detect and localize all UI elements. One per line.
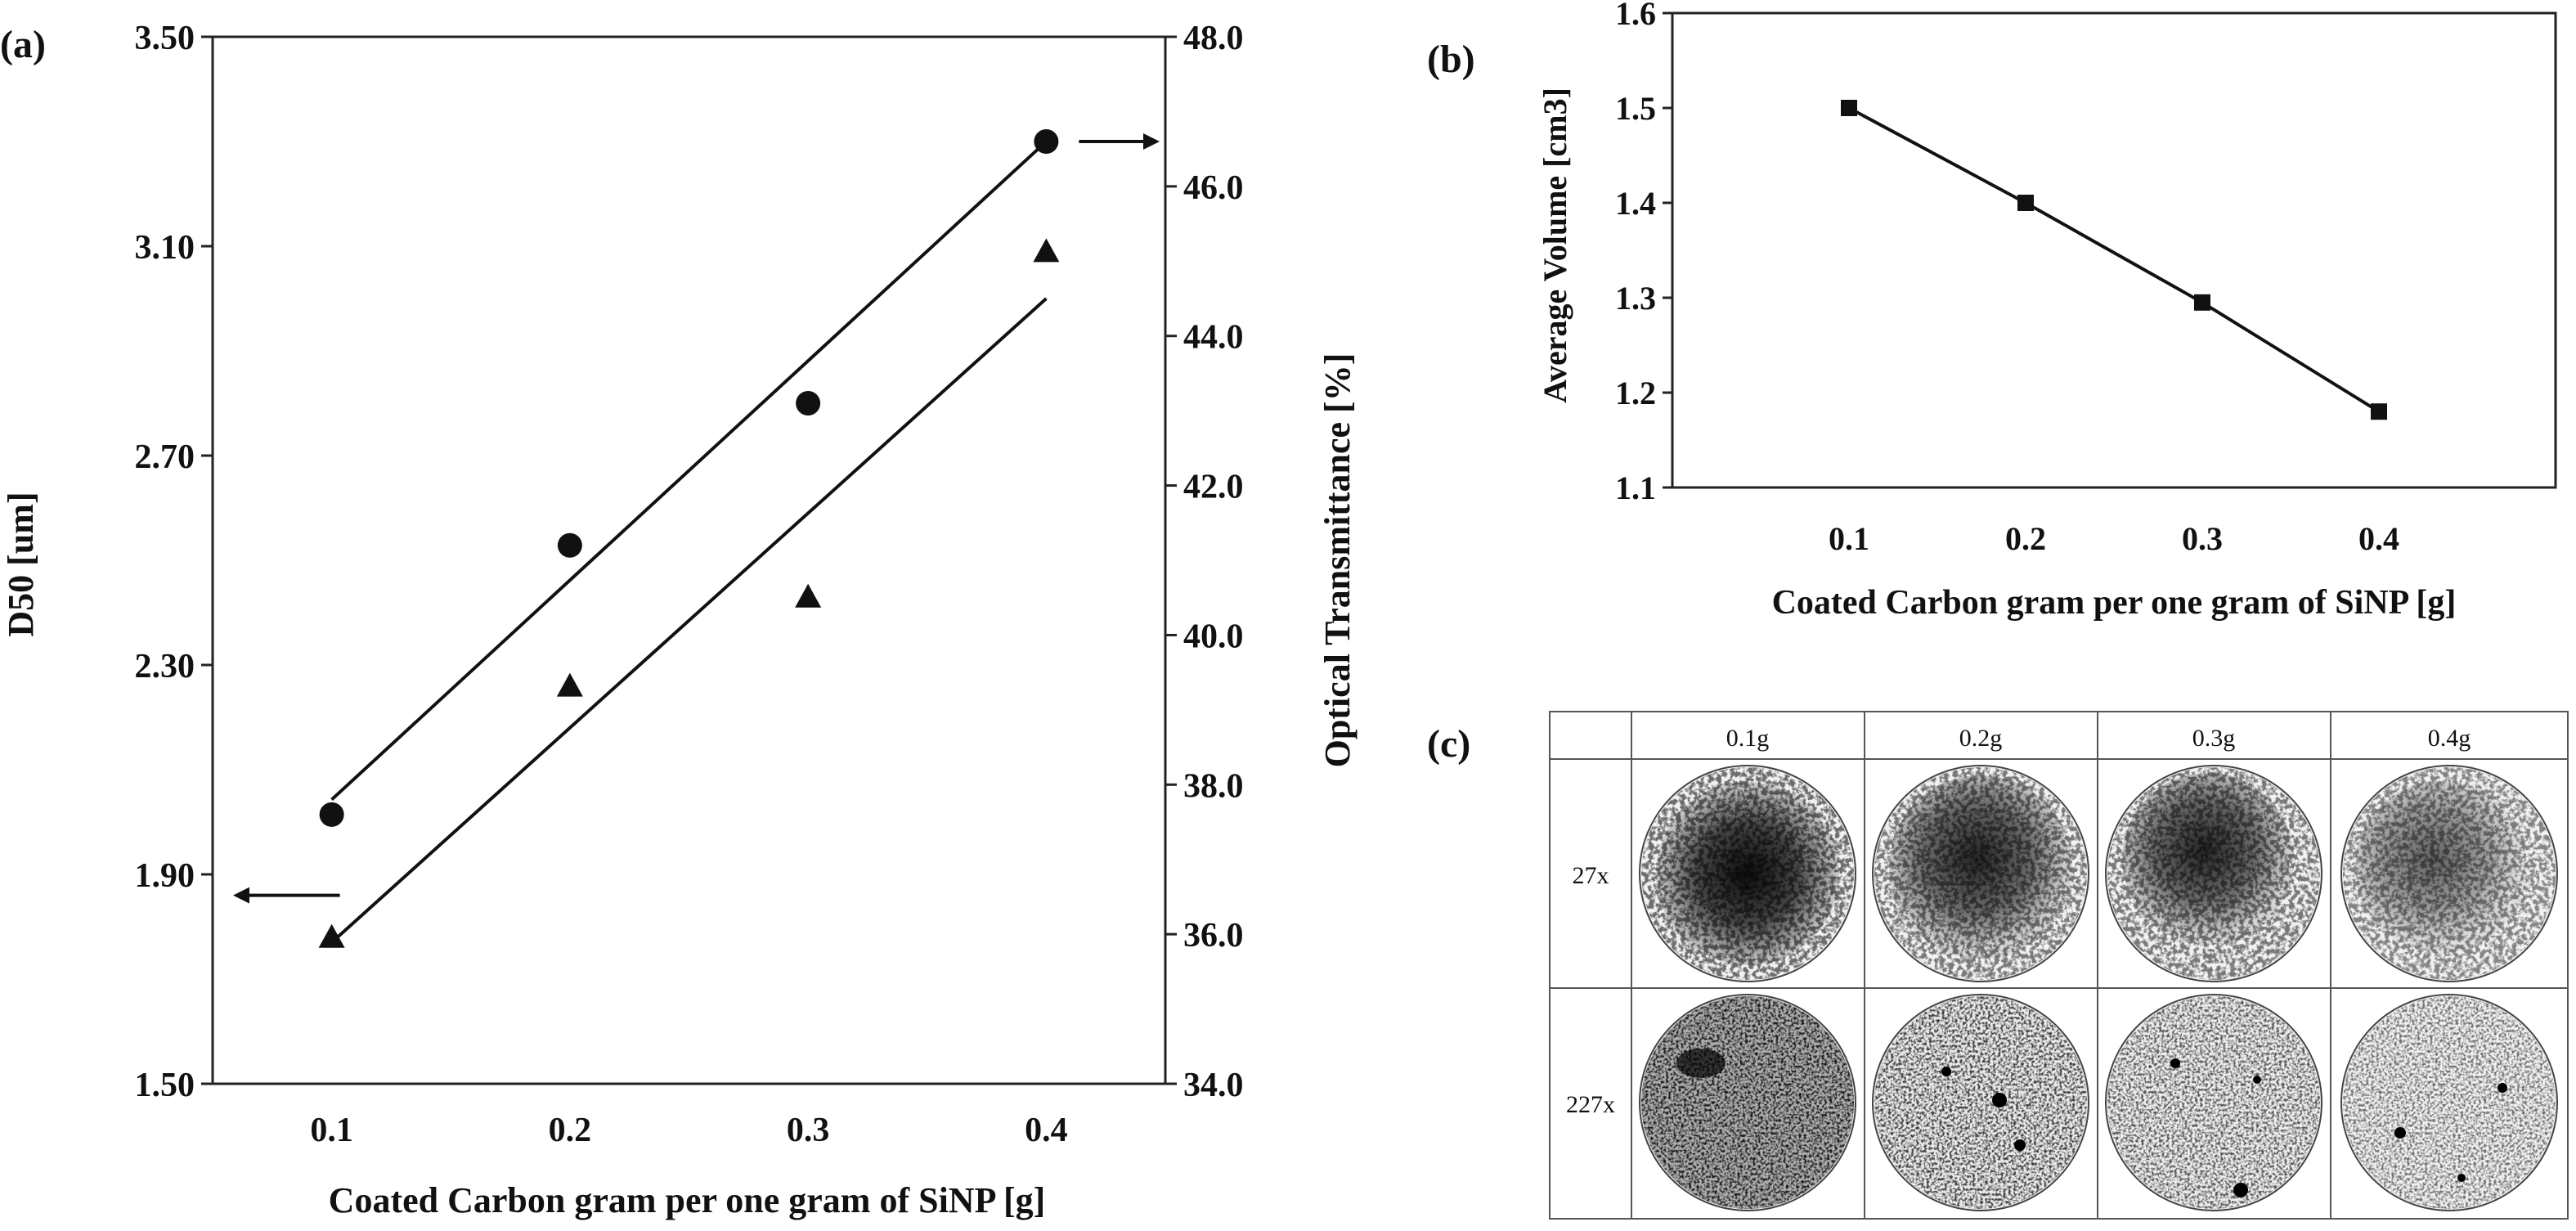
panel-b-label: (b) — [1427, 38, 1475, 81]
panel-b: (b) Average Volume [cm3] Coated Carbon g… — [1427, 0, 2557, 622]
y-axis-label-b: Average Volume [cm3] — [1537, 88, 1573, 403]
point-triangle — [556, 672, 583, 697]
x-tick-label-b: 0.4 — [2358, 520, 2399, 557]
micrograph-0.1g-227x — [1639, 994, 1856, 1211]
y-tick-label-a: 1.90 — [135, 857, 195, 895]
microscopy-table: 0.1g 0.2g 0.3g 0.4g 27x 227x — [1549, 711, 2569, 1220]
x-tick-label-a: 0.4 — [1025, 1112, 1068, 1149]
y2-tick-label-a: 42.0 — [1183, 469, 1244, 506]
point-circle — [319, 802, 344, 827]
y2-tick-label-a: 44.0 — [1183, 319, 1244, 357]
y2-tick-label-a: 34.0 — [1183, 1067, 1244, 1104]
micrograph-0.3g-227x — [2105, 994, 2322, 1211]
x-axis-label-b: Coated Carbon gram per one gram of SiNP … — [1772, 584, 2457, 622]
y2-tick-label-a: 48.0 — [1183, 20, 1244, 57]
plot-frame-b — [1671, 11, 2557, 489]
plot-frame-a — [211, 35, 1167, 1085]
y-tick-label-a: 2.30 — [135, 648, 195, 685]
y2-tick-label-a: 46.0 — [1183, 169, 1244, 207]
micrograph-0.2g-227x — [1872, 994, 2089, 1211]
panel-a-label: (a) — [0, 23, 46, 66]
point-circle — [1034, 129, 1059, 154]
y-tick-label-a: 3.50 — [135, 20, 195, 57]
micrograph-0.4g-27x — [2340, 765, 2558, 982]
row-header-227x: 227x — [1566, 1091, 1615, 1118]
y-tick-label-b: 1.4 — [1615, 185, 1656, 222]
x-tick-label-a: 0.3 — [787, 1112, 830, 1149]
y-tick-label-b: 1.5 — [1615, 90, 1656, 127]
column-header-0.1g: 0.1g — [1726, 725, 1770, 752]
point-square — [2017, 195, 2034, 211]
point-square — [1841, 100, 1857, 116]
column-header-0.4g: 0.4g — [2428, 725, 2471, 752]
point-square — [2371, 403, 2387, 420]
arrow-left-head — [233, 887, 249, 904]
point-triangle — [795, 583, 822, 608]
point-triangle — [1033, 238, 1060, 263]
panel-a: (a) D50 [um] Optical Transmittance [%] C… — [0, 20, 1358, 1220]
micrograph-0.2g-27x — [1872, 765, 2089, 982]
point-circle — [557, 532, 582, 558]
y-tick-label-a: 3.10 — [135, 229, 195, 267]
y-axis-label-a: D50 [um] — [1, 492, 41, 636]
y2-axis-label-a: Optical Transmittance [%] — [1317, 353, 1358, 768]
y2-tick-label-a: 38.0 — [1183, 767, 1244, 805]
micrograph-0.1g-27x — [1639, 765, 1856, 982]
point-square — [2194, 294, 2210, 311]
fit-line-triangle — [330, 297, 1048, 944]
column-header-0.2g: 0.2g — [1959, 725, 2003, 752]
fit-line-circle — [330, 140, 1048, 802]
y2-tick-label-a: 40.0 — [1183, 618, 1244, 655]
y-tick-label-b: 1.6 — [1615, 0, 1656, 32]
micrograph-0.3g-27x — [2105, 765, 2322, 982]
x-tick-label-a: 0.2 — [549, 1112, 592, 1149]
y-tick-label-b: 1.3 — [1615, 280, 1656, 317]
y-tick-label-a: 1.50 — [135, 1067, 195, 1104]
point-triangle — [318, 923, 345, 948]
micrograph-0.4g-227x — [2340, 994, 2558, 1211]
column-header-0.3g: 0.3g — [2192, 725, 2236, 752]
y-tick-label-a: 2.70 — [135, 438, 195, 476]
x-tick-label-a: 0.1 — [310, 1112, 353, 1149]
x-axis-label-a: Coated Carbon gram per one gram of SiNP … — [329, 1180, 1046, 1220]
x-tick-label-b: 0.2 — [2005, 520, 2046, 557]
point-circle — [796, 391, 821, 416]
arrow-right-head — [1143, 133, 1160, 150]
series-line-b — [1848, 106, 2381, 413]
y2-tick-label-a: 36.0 — [1183, 917, 1244, 955]
panel-c-label: (c) — [1427, 722, 1470, 766]
row-header-27x: 27x — [1573, 862, 1609, 889]
x-tick-label-b: 0.1 — [1829, 520, 1869, 557]
y-tick-label-b: 1.2 — [1615, 375, 1656, 411]
panel-c: (c) — [1427, 711, 2569, 1220]
y-tick-label-b: 1.1 — [1615, 469, 1656, 506]
x-tick-label-b: 0.3 — [2182, 520, 2223, 557]
